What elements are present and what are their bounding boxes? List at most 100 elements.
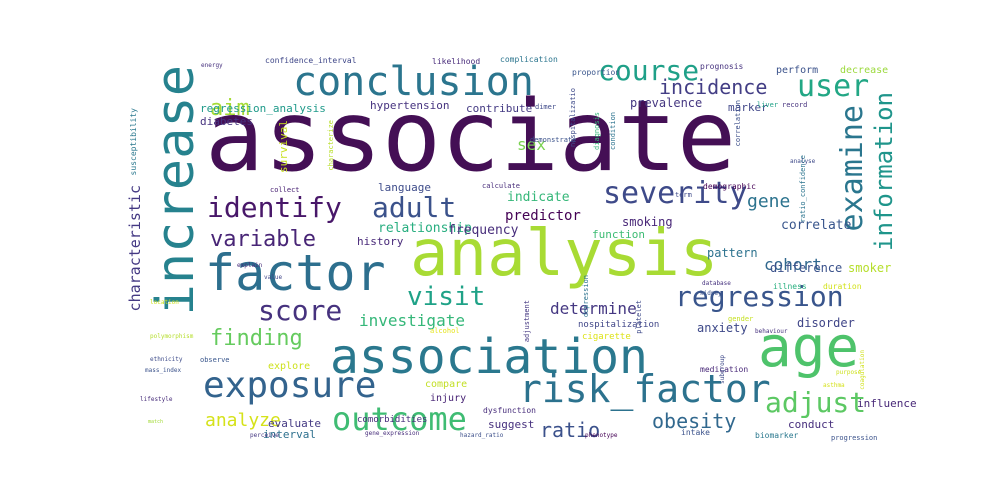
word-medication: medication	[700, 365, 749, 374]
word-contribute: contribute	[466, 102, 533, 115]
word-language: language	[378, 181, 431, 194]
word-smoking: smoking	[622, 215, 673, 229]
word-database: database	[702, 280, 731, 287]
word-calculate: calculate	[482, 182, 520, 190]
word-illness: illness	[773, 282, 807, 291]
word-asthma: asthma	[823, 382, 845, 389]
word-duration: duration	[823, 282, 862, 291]
word-explore: explore	[268, 361, 311, 372]
word-score: score	[258, 294, 343, 327]
word-adjustment: adjustment	[523, 300, 531, 343]
word-susceptibility: susceptibility	[129, 108, 138, 176]
word-age: age	[758, 315, 860, 380]
word-progression: progression	[831, 434, 878, 442]
word-kidney: kidney	[700, 290, 722, 297]
word-visit: visit	[407, 282, 486, 312]
word-demonstrate: demonstrate	[530, 136, 577, 144]
word-gene-expression: gene_expression	[365, 430, 420, 437]
word-function: function	[592, 228, 645, 241]
word-term: term	[675, 191, 692, 199]
word-mass-index: mass_index	[145, 367, 182, 374]
word-investigate: investigate	[359, 311, 465, 330]
word-association: association	[330, 329, 648, 385]
word-relationship: relationship	[378, 221, 472, 236]
word-regression: regression	[675, 280, 844, 313]
word-examine: examine	[835, 105, 870, 232]
word-user: user	[797, 69, 870, 104]
word-survival: survival	[277, 120, 290, 173]
word-ratio: ratio	[540, 418, 601, 442]
word-nospitalization: nospitalization	[578, 320, 660, 330]
word-alcohol: alcohol	[430, 327, 460, 335]
word-adjust: adjust	[765, 386, 867, 419]
word-injury: injury	[430, 393, 467, 404]
word-indicate: indicate	[507, 190, 570, 205]
word-phenotype: phenotype	[585, 432, 618, 439]
word-ethnicity: ethnicity	[150, 356, 183, 363]
word-diabetes: diabetes	[200, 115, 253, 128]
word-conclusion: conclusion	[293, 59, 534, 105]
word-risk-factor: risk_factor	[519, 367, 771, 411]
word-factor: factor	[205, 244, 386, 302]
word-dimer: dimer	[535, 103, 557, 111]
word-platelet: platelet	[635, 300, 643, 334]
word-regression-analysis: regression_analysis	[200, 102, 326, 115]
word-aim: aim	[210, 96, 250, 121]
word-complication: complication	[500, 55, 558, 64]
word-gene: gene	[747, 191, 791, 212]
word-condition: condition	[609, 112, 617, 150]
word-characterize: characterize	[327, 120, 335, 171]
word-proportion: proportion	[572, 68, 621, 77]
word-marker: marker	[728, 101, 768, 114]
word-anxiety: anxiety	[697, 321, 748, 335]
word-compare: compare	[425, 379, 468, 390]
word-value: value	[264, 274, 283, 281]
word-behaviour: behaviour	[755, 328, 788, 335]
word-conduct: conduct	[788, 418, 835, 431]
word-intake: intake	[681, 428, 710, 437]
word-exposure: exposure	[203, 365, 377, 406]
word-confidence-interval: confidence_interval	[265, 56, 357, 65]
word-sex: sex	[517, 135, 546, 154]
word-location: location	[150, 299, 179, 306]
word-incidence: incidence	[659, 75, 768, 99]
word-correlation: correlation	[734, 100, 742, 147]
word-correlate: correlate	[781, 218, 852, 233]
word-depression: depression	[582, 275, 590, 318]
word-explain: explain	[237, 262, 263, 269]
word-severity: severity	[603, 176, 748, 211]
word-disorder: disorder	[797, 316, 855, 330]
word-diagnosis: diagnosis	[593, 112, 601, 150]
word-identify: identify	[207, 191, 342, 224]
word-suggest: suggest	[488, 418, 535, 431]
word-frequency: frequency	[448, 223, 519, 238]
word-prognosis: prognosis	[700, 62, 744, 71]
word-collect: collect	[270, 186, 300, 194]
word-finding: finding	[210, 326, 303, 351]
word-decrease: decrease	[840, 65, 889, 76]
word-observe: observe	[200, 356, 230, 364]
word-predictor: predictor	[505, 208, 581, 224]
word-biomarker: biomarker	[755, 431, 799, 440]
word-smoker: smoker	[848, 261, 892, 275]
word-polymorphism: polymorphism	[150, 333, 194, 340]
word-hazard-ratio: hazard_ratio	[460, 432, 504, 439]
word-pattern: pattern	[707, 246, 758, 260]
word-variable: variable	[210, 227, 316, 252]
word-outcome: outcome	[332, 400, 467, 438]
word-history: history	[357, 235, 404, 248]
word-perform: perform	[776, 65, 819, 76]
word-gender: gender	[728, 315, 754, 323]
word-analyze: analyze	[205, 410, 281, 431]
word-cigarette: cigarette	[582, 332, 631, 342]
word-purpose: purpose	[836, 369, 862, 376]
word-lifestyle: lifestyle	[140, 396, 173, 403]
word-record: record	[782, 101, 808, 109]
word-subgroup: subgroup	[719, 355, 726, 384]
word-energy: energy	[201, 62, 223, 69]
word-characteristic: characteristic	[126, 185, 144, 312]
word-dysfunction: dysfunction	[483, 406, 536, 415]
word-evaluate: evaluate	[268, 417, 321, 430]
word-demographic: demographic	[703, 182, 756, 191]
word-determine: determine	[550, 299, 637, 318]
